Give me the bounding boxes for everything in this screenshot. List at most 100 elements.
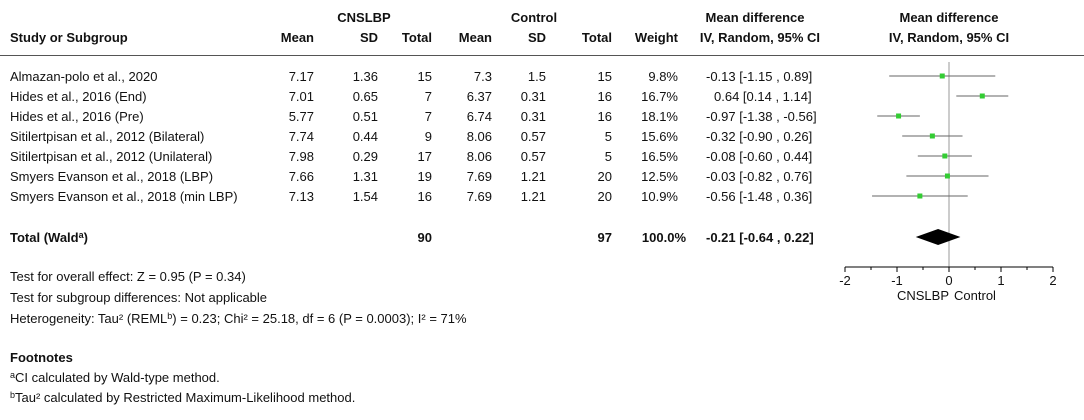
x-tick-label: -1	[891, 273, 903, 288]
point-estimate	[929, 133, 935, 139]
study-weight: 12.5%	[641, 169, 678, 184]
total-n2: 97	[597, 230, 612, 245]
point-estimate	[896, 113, 902, 119]
x-tick-label: 0	[945, 273, 952, 288]
total1-header: Total	[401, 30, 432, 45]
study-total2: 5	[604, 129, 612, 144]
weight-header: Weight	[634, 30, 678, 45]
mean1-header: Mean	[280, 30, 314, 45]
study-sd2: 0.31	[520, 89, 546, 104]
study-mean1: 7.17	[288, 69, 314, 84]
study-sd1: 1.54	[352, 189, 378, 204]
study-ci: -0.13 [-1.15 , 0.89]	[706, 69, 813, 84]
study-sd2: 1.21	[520, 189, 546, 204]
study-mean1: 5.77	[288, 109, 314, 124]
study-ci: -0.32 [-0.90 , 0.26]	[706, 129, 813, 144]
study-total1: 19	[417, 169, 432, 184]
study-weight: 9.8%	[648, 69, 678, 84]
pooled-diamond	[915, 229, 961, 245]
point-estimate	[939, 73, 945, 79]
study-mean1: 7.74	[288, 129, 314, 144]
study-weight: 10.9%	[641, 189, 678, 204]
study-mean1: 7.66	[288, 169, 314, 184]
study-name: Hides et al., 2016 (Pre)	[10, 109, 144, 124]
study-mean1: 7.13	[288, 189, 314, 204]
study-mean1: 7.01	[288, 89, 314, 104]
study-mean2: 7.69	[466, 169, 492, 184]
x-tick-label: -2	[839, 273, 851, 288]
total-ci: -0.21 [-0.64 , 0.22]	[706, 230, 814, 245]
group2-header: Control	[510, 10, 558, 25]
study-total2: 20	[597, 169, 612, 184]
study-mean2: 7.69	[466, 189, 492, 204]
study-name: Sitilertpisan et al., 2012 (Unilateral)	[10, 149, 213, 164]
study-total2: 16	[597, 109, 612, 124]
point-estimate	[942, 153, 948, 159]
sd2-header: SD	[527, 30, 546, 45]
mean2-header: Mean	[458, 30, 492, 45]
study-name: Smyers Evanson et al., 2018 (min LBP)	[10, 189, 238, 204]
study-ci: 0.64 [0.14 , 1.14]	[714, 89, 812, 104]
md-method-header: IV, Random, 95% CI	[699, 30, 820, 45]
study-mean2: 6.37	[466, 89, 492, 104]
footnote-b: bTau² calculated by Restricted Maximum-L…	[10, 390, 356, 405]
study-total1: 7	[424, 109, 432, 124]
point-estimate	[917, 193, 923, 199]
total-label: Total (Walda)	[10, 230, 88, 245]
study-sd1: 1.36	[352, 69, 378, 84]
point-estimate	[944, 173, 950, 179]
study-sd1: 1.31	[352, 169, 378, 184]
favours-left-label: CNSLBP	[897, 288, 949, 303]
total2-header: Total	[581, 30, 612, 45]
study-mean2: 6.74	[466, 109, 492, 124]
total-weight: 100.0%	[641, 230, 686, 245]
study-ci: -0.97 [-1.38 , -0.56]	[706, 109, 817, 124]
study-name: Hides et al., 2016 (End)	[10, 89, 147, 104]
study-ci: -0.08 [-0.60 , 0.44]	[706, 149, 813, 164]
study-weight: 16.7%	[641, 89, 678, 104]
study-total1: 7	[424, 89, 432, 104]
study-header: Study or Subgroup	[10, 30, 128, 45]
sd1-header: SD	[359, 30, 378, 45]
plot-title: Mean difference	[899, 10, 999, 25]
study-mean1: 7.98	[288, 149, 314, 164]
md-title: Mean difference	[705, 10, 805, 25]
study-weight: 16.5%	[641, 149, 678, 164]
study-sd1: 0.65	[352, 89, 378, 104]
study-total2: 16	[597, 89, 612, 104]
plot-method-header: IV, Random, 95% CI	[888, 30, 1010, 45]
point-estimate	[979, 93, 985, 99]
study-ci: -0.03 [-0.82 , 0.76]	[706, 169, 813, 184]
study-sd1: 0.51	[352, 109, 378, 124]
overall-effect-test: Test for overall effect: Z = 0.95 (P = 0…	[10, 269, 246, 284]
study-weight: 18.1%	[641, 109, 678, 124]
study-total1: 15	[417, 69, 432, 84]
header-divider	[0, 55, 1084, 56]
study-sd2: 1.21	[520, 169, 546, 184]
subgroup-test: Test for subgroup differences: Not appli…	[10, 290, 268, 305]
study-total2: 15	[597, 69, 612, 84]
study-mean2: 7.3	[473, 69, 492, 84]
study-total1: 16	[417, 189, 432, 204]
study-sd2: 1.5	[527, 69, 546, 84]
study-weight: 15.6%	[641, 129, 678, 144]
study-mean2: 8.06	[466, 149, 492, 164]
heterogeneity: Heterogeneity: Tau² (REMLb) = 0.23; Chi²…	[10, 311, 467, 326]
study-name: Smyers Evanson et al., 2018 (LBP)	[10, 169, 214, 184]
study-ci: -0.56 [-1.48 , 0.36]	[706, 189, 813, 204]
study-sd1: 0.44	[352, 129, 378, 144]
study-sd2: 0.31	[520, 109, 546, 124]
study-total1: 9	[424, 129, 432, 144]
x-tick-label: 1	[997, 273, 1004, 288]
study-name: Sitilertpisan et al., 2012 (Bilateral)	[10, 129, 205, 144]
study-sd2: 0.57	[520, 129, 546, 144]
favours-right-label: Control	[954, 288, 996, 303]
study-name: Almazan-polo et al., 2020	[10, 69, 158, 84]
study-sd2: 0.57	[520, 149, 546, 164]
total-n1: 90	[417, 230, 432, 245]
study-total1: 17	[417, 149, 432, 164]
x-tick-label: 2	[1049, 273, 1056, 288]
study-mean2: 8.06	[466, 129, 492, 144]
group1-header: CNSLBP	[337, 10, 391, 25]
